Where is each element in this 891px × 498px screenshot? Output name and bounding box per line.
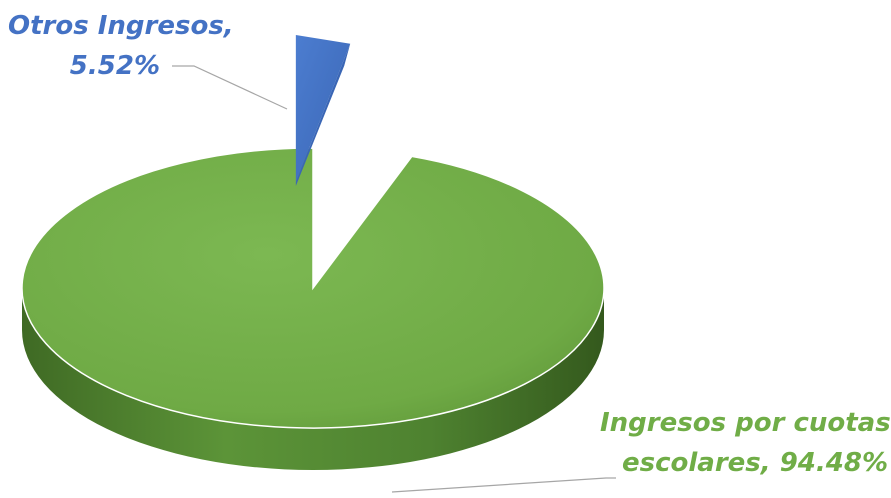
pie-slice-top-ingresos-por-cuotas (21, 147, 605, 429)
leader-line-otros-ingresos (172, 65, 288, 110)
pie-slice-inner-face-otros-ingresos (295, 43, 351, 186)
data-label-otros-ingresos: Otros Ingresos, 5.52% (8, 6, 234, 86)
data-label-otros-ingresos-line1: Otros Ingresos, (8, 11, 234, 41)
pie-slice-top-otros-ingresos (295, 34, 351, 182)
leader-line-ingresos-por-cuotas (391, 477, 616, 493)
data-label-ingresos-por-cuotas-line1: Ingresos por cuotas (600, 408, 891, 438)
data-label-ingresos-por-cuotas: Ingresos por cuotas escolares, 94.48% (600, 403, 891, 483)
leader-lines (172, 65, 616, 493)
data-label-ingresos-por-cuotas-line2: escolares, 94.48% (622, 448, 888, 478)
pie-slice-side-ingresos-por-cuotas (22, 288, 604, 470)
pie-slice-otros-ingresos (295, 34, 351, 186)
data-label-otros-ingresos-line2: 5.52% (69, 51, 160, 81)
pie-slice-ingresos-por-cuotas-escolares (21, 147, 605, 470)
